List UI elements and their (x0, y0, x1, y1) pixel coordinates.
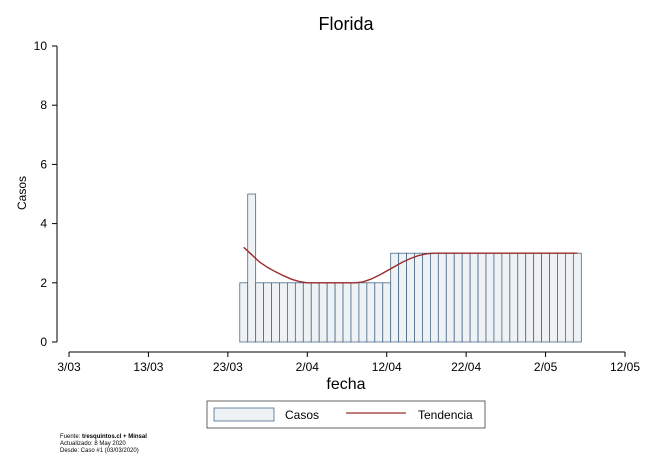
y-tick-label: 10 (34, 39, 48, 53)
bar (366, 282, 376, 343)
bar (509, 252, 519, 343)
source-line-3: Desde: Caso #1 (03/03/2020) (60, 448, 139, 454)
bar (485, 252, 495, 343)
bar (501, 252, 511, 343)
source-note: Fuente: tresquintos.cl + Minsal Actualiz… (60, 434, 147, 455)
x-tick-label: 3/03 (57, 360, 81, 374)
bar (422, 252, 431, 343)
bar (406, 252, 415, 343)
bar (493, 252, 503, 343)
source-line-2: Actualizado: 8 May 2020 (60, 441, 126, 447)
bar (318, 282, 328, 343)
x-tick-label: 22/04 (451, 360, 481, 374)
bar (294, 282, 304, 343)
bar (310, 282, 320, 343)
bar (541, 252, 550, 343)
y-ticks: 0 2 4 6 8 10 (34, 39, 57, 349)
bar (271, 282, 280, 343)
bar (263, 282, 272, 343)
bar (239, 282, 249, 343)
bar (572, 252, 582, 343)
bar (453, 252, 463, 343)
bar (334, 282, 344, 343)
legend-label-casos: Casos (285, 408, 319, 422)
x-tick-label: 23/03 (213, 360, 243, 374)
bar (429, 252, 439, 343)
bar (437, 252, 447, 343)
source-prefix: Fuente: (60, 434, 83, 440)
source-bold: tresquintos.cl + Minsal (82, 434, 147, 440)
trend-group (243, 246, 578, 284)
y-tick-label: 4 (40, 217, 47, 231)
bar (382, 282, 392, 343)
trend-line (243, 246, 578, 284)
bar (414, 252, 423, 343)
bar (469, 252, 479, 343)
bar (342, 282, 352, 343)
bar (350, 282, 360, 343)
x-ticks: 3/03 13/03 23/03 2/04 12/04 22/04 2/05 12/05 (57, 352, 640, 374)
bar (565, 252, 574, 343)
bar (517, 252, 527, 343)
x-axis-label: fecha (326, 376, 365, 393)
bars-group (239, 193, 582, 343)
y-tick-label: 8 (40, 98, 47, 112)
bar (247, 193, 257, 343)
legend-label-tendencia: Tendencia (418, 408, 473, 422)
x-tick-label: 13/03 (133, 360, 163, 374)
x-tick-label: 2/05 (534, 360, 558, 374)
x-tick-label: 12/05 (610, 360, 640, 374)
bar (461, 252, 471, 343)
x-tick-label: 2/04 (296, 360, 320, 374)
y-tick-label: 0 (40, 335, 47, 349)
bar (287, 282, 296, 343)
bar (525, 252, 535, 343)
bar (374, 282, 384, 343)
bar (302, 282, 312, 343)
bar (533, 252, 543, 343)
bar (398, 252, 407, 343)
source-line-1: Fuente: tresquintos.cl + Minsal (60, 434, 147, 441)
legend-swatch-casos (213, 407, 275, 422)
y-tick-label: 6 (40, 157, 47, 171)
bar (255, 282, 265, 343)
bar (549, 252, 558, 343)
bar (358, 282, 368, 343)
y-tick-label: 2 (40, 276, 47, 290)
bar (326, 282, 336, 343)
chart-title: Florida (318, 14, 374, 34)
bar (477, 252, 487, 343)
bar (445, 252, 455, 343)
legend: Casos Tendencia (206, 400, 486, 429)
bar (557, 252, 566, 343)
bar (279, 282, 288, 343)
x-tick-label: 12/04 (372, 360, 402, 374)
legend-box (206, 400, 486, 429)
y-axis-label: Casos (15, 176, 29, 210)
